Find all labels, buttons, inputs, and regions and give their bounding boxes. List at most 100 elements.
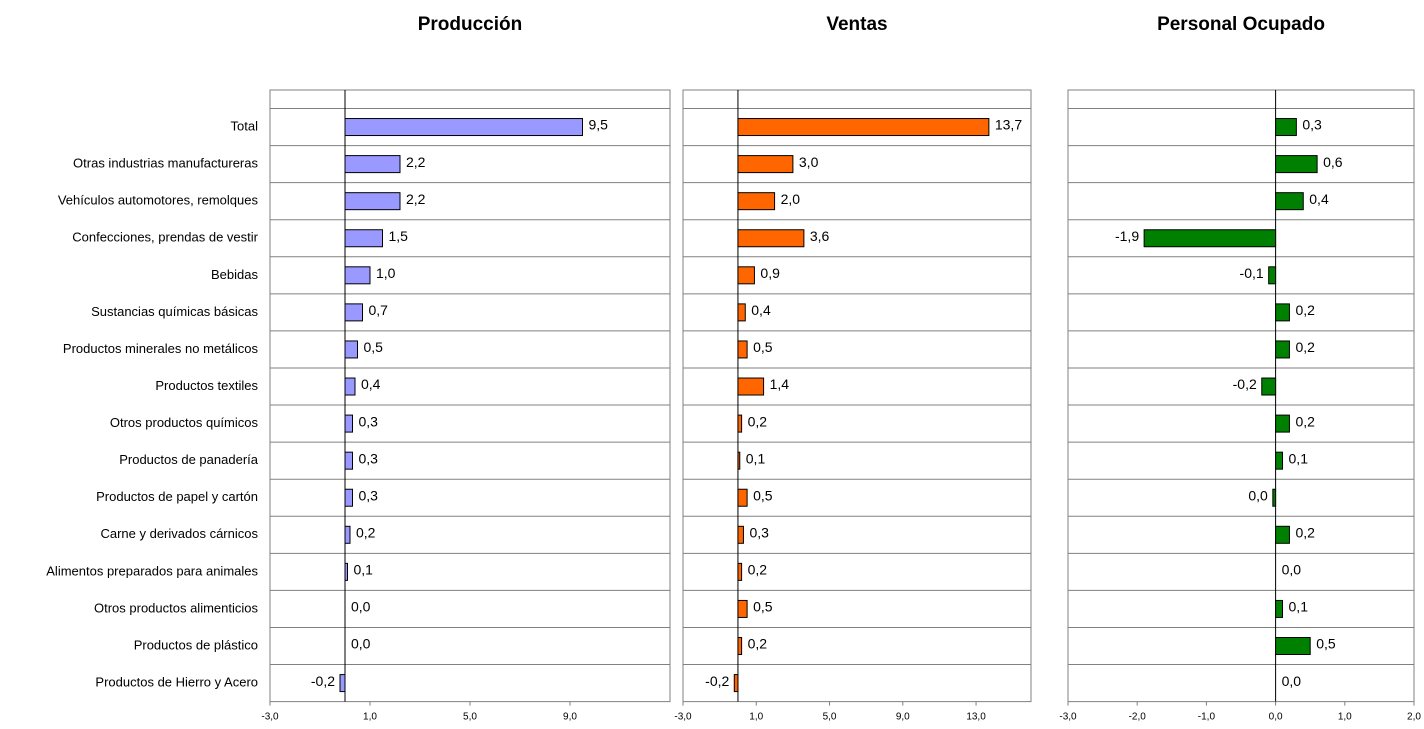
data-label: 13,7 [995,117,1022,133]
bar [344,229,383,248]
data-label: 0,2 [748,636,768,652]
plot-frame [682,89,1032,703]
data-label: 9,5 [589,117,609,133]
bar [1275,525,1290,544]
bar [344,488,353,507]
plot-frame [1067,89,1415,703]
bar [344,451,353,470]
bar [1275,599,1284,618]
data-label: 0,5 [1316,636,1336,652]
bar [1275,118,1297,137]
bar [733,674,739,693]
x-tick-label: 1,0 [749,711,763,722]
bar [344,414,353,433]
data-label: 0,0 [351,599,371,615]
x-tick-label: 9,0 [896,711,910,722]
data-label: 0,4 [361,376,381,392]
bar [737,377,765,396]
x-tick-label: 9,0 [563,711,577,722]
bar [344,192,401,211]
category-label: Otros productos químicos [110,415,259,430]
bar [344,377,356,396]
category-label: Productos de plástico [134,637,258,652]
data-label: 0,3 [359,487,379,503]
data-label: 0,3 [359,413,379,429]
data-label: 0,2 [748,562,768,578]
bar [1261,377,1277,396]
category-label: Total [231,118,259,133]
data-label: 0,4 [751,302,771,318]
x-tick-label: -3,0 [1059,711,1077,722]
bar [339,674,346,693]
data-label: 0,2 [1295,339,1315,355]
x-tick-label: -1,0 [1198,711,1216,722]
bar [1275,155,1318,174]
category-label: Bebidas [211,267,258,282]
bar [1275,637,1311,656]
bar [1268,266,1277,285]
bar [737,562,743,581]
chart-title: Ventas [826,14,887,35]
data-label: 1,0 [376,265,396,281]
bar [344,118,583,137]
category-label: Productos de panadería [119,452,259,467]
bar [1272,488,1277,507]
x-tick-label: 5,0 [463,711,477,722]
x-tick-label: 2,0 [1407,711,1421,722]
data-label: 0,1 [354,562,374,578]
bar [1275,192,1304,211]
data-label: 0,2 [748,413,768,429]
data-label: 1,5 [389,228,409,244]
data-label: -0,2 [311,673,335,689]
data-label: 0,0 [1282,562,1302,578]
category-label: Productos de Hierro y Acero [95,675,258,690]
bar [737,266,755,285]
category-label: Otros productos alimenticios [94,600,259,615]
data-label: 1,4 [770,376,790,392]
bar [737,118,990,137]
x-tick-label: 0,0 [1269,711,1283,722]
data-label: 3,6 [810,228,830,244]
category-label: Alimentos preparados para animales [46,563,258,578]
x-tick-label: 1,0 [363,711,377,722]
bar [737,525,744,544]
bar [344,340,358,359]
category-label: Confecciones, prendas de vestir [72,230,258,245]
data-label: 0,2 [1295,525,1315,541]
data-label: 0,1 [746,450,766,466]
data-label: 0,3 [1302,117,1322,133]
data-label: 2,2 [406,154,426,170]
data-label: 0,0 [1282,673,1302,689]
bar [344,562,348,581]
data-label: 0,5 [753,599,773,615]
x-tick-label: 5,0 [823,711,837,722]
bar [737,414,743,433]
data-label: 0,7 [369,302,389,318]
data-label: -0,1 [1240,265,1264,281]
data-label: 0,2 [356,525,376,541]
bar [1143,229,1277,248]
data-label: 0,5 [753,487,773,503]
bar [737,451,741,470]
data-label: 0,5 [364,339,384,355]
data-label: 0,3 [359,450,379,466]
x-tick-label: 13,0 [966,711,986,722]
data-label: -0,2 [705,673,729,689]
data-label: 0,3 [749,525,769,541]
bar [344,303,363,322]
data-label: 0,4 [1309,191,1329,207]
category-label: Productos de papel y cartón [96,489,258,504]
bar [737,599,748,618]
data-label: 0,1 [1289,450,1309,466]
bar [1275,451,1284,470]
category-label: Vehículos automotores, remolques [58,193,259,208]
x-tick-label: -3,0 [674,711,692,722]
data-label: 0,0 [1248,487,1268,503]
category-label: Carne y derivados cárnicos [100,526,258,541]
chart-title: Producción [418,14,523,35]
data-label: -1,9 [1115,228,1139,244]
bar [737,303,746,322]
bar [737,488,748,507]
bar [344,266,371,285]
